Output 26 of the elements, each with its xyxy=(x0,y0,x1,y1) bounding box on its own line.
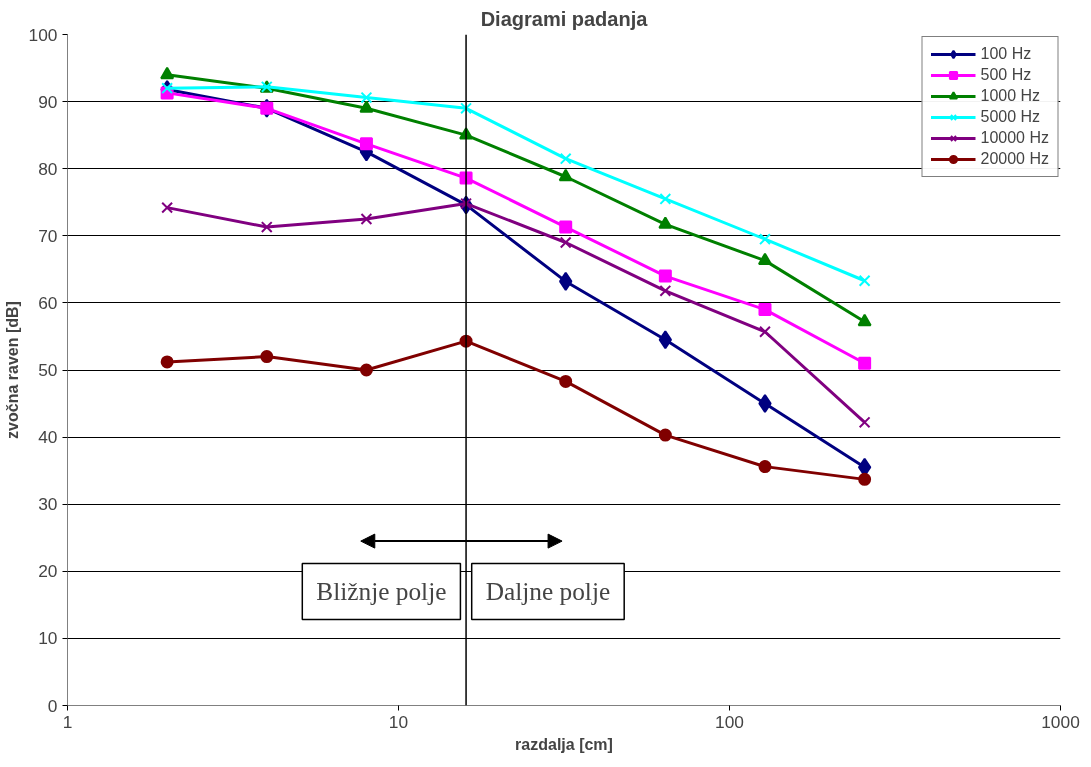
legend-label: 1000 Hz xyxy=(980,87,1041,105)
y-axis-title: zvočna raven [dB] xyxy=(3,301,21,439)
legend-label: 500 Hz xyxy=(980,66,1032,84)
x-tick-label: 10 xyxy=(388,711,409,732)
x-tick-label: 100 xyxy=(715,711,744,732)
annotation: Daljne polje xyxy=(485,577,611,606)
legend-label: 10000 Hz xyxy=(980,129,1049,147)
y-tick-label: 70 xyxy=(38,225,58,246)
x-axis-title: razdalja [cm] xyxy=(515,735,613,753)
x-tick-label: 1000 xyxy=(1041,711,1080,732)
y-tick-label: 100 xyxy=(28,24,58,45)
y-tick-label: 10 xyxy=(38,628,58,649)
y-tick-label: 60 xyxy=(38,292,58,313)
y-tick-label: 30 xyxy=(38,494,58,515)
y-tick-label: 40 xyxy=(38,427,58,448)
y-tick-label: 0 xyxy=(47,695,58,716)
y-tick-label: 90 xyxy=(38,91,58,112)
legend-label: 100 Hz xyxy=(980,45,1032,63)
annotation: Bližnje polje xyxy=(316,577,447,606)
x-tick-label: 1 xyxy=(62,711,73,732)
y-tick-label: 80 xyxy=(38,158,58,179)
y-tick-label: 50 xyxy=(38,360,58,380)
chart-title: Diagrami padanja xyxy=(480,7,649,30)
legend-label: 20000 Hz xyxy=(980,150,1049,168)
legend-label: 5000 Hz xyxy=(980,108,1041,126)
y-tick-label: 20 xyxy=(38,561,58,582)
